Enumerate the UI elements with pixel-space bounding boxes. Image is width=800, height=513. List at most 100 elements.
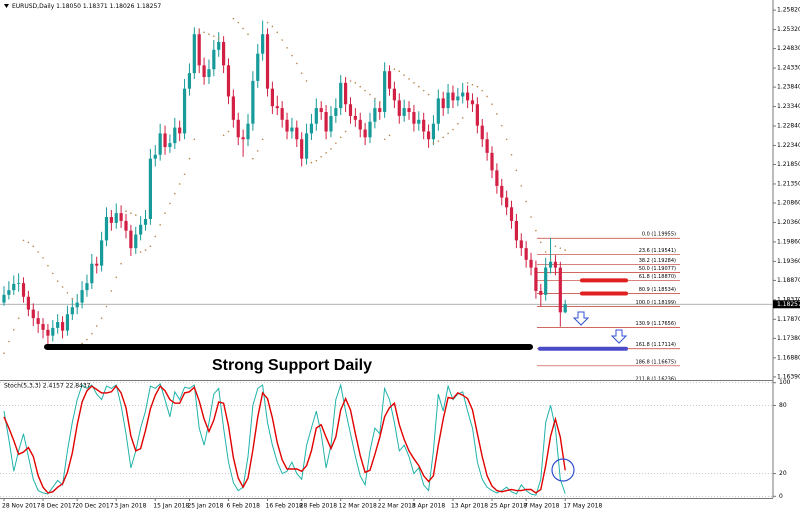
sar-dot [81, 342, 83, 345]
candle-body [178, 127, 182, 134]
sar-dot [457, 122, 459, 125]
sar-dot [461, 117, 464, 119]
candle-body [412, 112, 416, 124]
y-tick-label: 1.22340 [777, 142, 800, 149]
y-tick-label: 1.25320 [777, 26, 800, 33]
sar-dot [125, 210, 127, 212]
x-tick-label: 16 Feb 2018 [266, 503, 304, 510]
y-tick-label: 100 [779, 379, 791, 386]
sar-dot [505, 138, 508, 141]
candle-body [270, 88, 274, 107]
sar-dot [183, 173, 186, 176]
sar-dot [442, 136, 445, 139]
sar-dot [339, 136, 342, 139]
sar-dot [32, 245, 35, 248]
y-tick-label: 1.21350 [777, 180, 800, 187]
candle-body [275, 106, 279, 109]
candle-body [85, 283, 89, 291]
candle-body [192, 34, 196, 74]
sar-dot [354, 82, 357, 84]
candle-body [441, 98, 445, 109]
candle-body [402, 108, 406, 116]
menu-icon[interactable] [4, 4, 9, 8]
sar-dot [134, 214, 137, 216]
y-tick-label: 1.22840 [777, 123, 800, 130]
candle-body [339, 82, 343, 109]
candle-body [470, 100, 475, 105]
candle-body [329, 115, 333, 132]
stochastic-line [3, 382, 566, 496]
sar-dot [437, 140, 440, 142]
x-tick-label: 28 Nov 2017 [2, 503, 41, 510]
candle-body [539, 290, 543, 295]
candle-body [466, 92, 470, 101]
sar-dot [27, 241, 30, 244]
candle-body [95, 263, 99, 266]
x-tick-label: 8 Dec 2017 [41, 503, 76, 510]
fib-label: 38.2 (1.19284) [639, 258, 676, 264]
sar-dot [91, 332, 93, 335]
sar-dot [256, 150, 259, 152]
sar-dot [247, 33, 249, 36]
candle-body [358, 119, 362, 130]
candle-body [119, 213, 123, 221]
y-tick-label: 1.20860 [777, 200, 800, 207]
candle-body [65, 314, 70, 331]
candle-body [46, 329, 50, 336]
candle-body [300, 139, 304, 159]
candle-body [280, 108, 284, 120]
y-tick-label: 1.16880 [777, 354, 800, 361]
sar-dot [105, 305, 108, 308]
sar-dot [12, 329, 15, 331]
candle-body [41, 323, 45, 330]
sar-dot [193, 138, 196, 141]
sar-dot [100, 317, 103, 319]
stochastic-pane [0, 382, 773, 497]
sar-dot [500, 124, 503, 127]
sar-dot [164, 212, 166, 214]
sar-dot [17, 317, 20, 319]
candle-body [148, 158, 152, 219]
sar-dot [149, 245, 152, 248]
candle-body [251, 80, 255, 124]
axes: 1.25820 1.25320 1.24830 1.24330 1.23840 1.233… [2, 7, 800, 510]
candle-body [109, 217, 113, 223]
candle-body [509, 207, 514, 221]
candle-body [163, 133, 167, 148]
candle-body [265, 34, 270, 89]
sar-dot [56, 280, 59, 283]
price-pane: 0.0 (1.19955) 23.6 (1.19541) 38.2 (1.19284… [0, 17, 773, 380]
y-tick-label: 1.18370 [777, 296, 800, 303]
y-tick-label: 20 [779, 470, 787, 477]
candle-body [21, 283, 26, 297]
candle-body [304, 133, 309, 159]
indicator-title: Stoch(5,3,3) 2.4157 22.8437 [4, 383, 91, 390]
candle-body [548, 261, 553, 268]
candle-body [226, 65, 231, 97]
x-tick-label: 15 Jan 2018 [153, 503, 189, 510]
y-tick-label: 1.16390 [777, 373, 800, 380]
sar-dot [159, 224, 161, 226]
sar-dot [413, 82, 415, 84]
sar-dot [139, 251, 142, 253]
sar-dot [61, 286, 64, 288]
candle-body [124, 220, 128, 231]
fib-label: 23.6 (1.19541) [639, 248, 676, 254]
sar-dot [115, 276, 118, 279]
x-tick-label: 13 Apr 2018 [451, 503, 488, 510]
candle-body [261, 34, 265, 54]
price-box [773, 300, 800, 309]
sar-dot [144, 249, 147, 251]
sar-dot [564, 249, 566, 251]
candle-body [514, 220, 518, 241]
candle-body [558, 267, 562, 313]
sar-dot [422, 89, 425, 92]
candle-body [426, 131, 431, 140]
candle-body [56, 322, 60, 328]
sar-dot [525, 200, 527, 203]
x-tick-label: 28 Feb 2018 [300, 503, 338, 510]
candle-body [90, 263, 94, 284]
sar-dot [393, 68, 396, 71]
